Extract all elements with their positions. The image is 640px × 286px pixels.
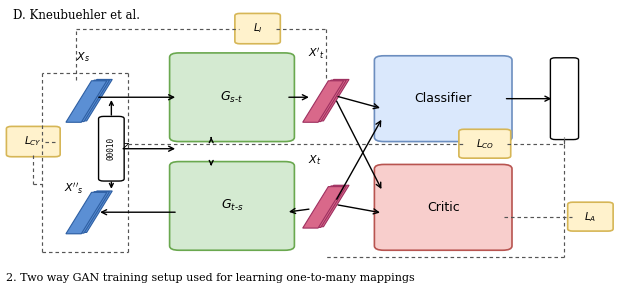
Polygon shape: [66, 81, 107, 122]
Text: $L_I$: $L_I$: [253, 22, 262, 35]
Polygon shape: [305, 80, 346, 122]
Text: D. Kneubuehler et al.: D. Kneubuehler et al.: [13, 9, 140, 21]
Polygon shape: [71, 191, 112, 233]
Text: $G_{t\text{-}s}$: $G_{t\text{-}s}$: [221, 198, 243, 213]
Polygon shape: [68, 80, 109, 122]
FancyBboxPatch shape: [459, 129, 511, 158]
Polygon shape: [308, 185, 349, 227]
Text: 00010: 00010: [107, 137, 116, 160]
FancyBboxPatch shape: [374, 56, 512, 142]
Polygon shape: [66, 192, 107, 234]
Text: $G_{s\text{-}t}$: $G_{s\text{-}t}$: [220, 90, 244, 105]
FancyBboxPatch shape: [235, 13, 280, 44]
FancyBboxPatch shape: [170, 53, 294, 142]
Text: Critic: Critic: [427, 201, 460, 214]
Text: Classifier: Classifier: [415, 92, 472, 105]
Polygon shape: [308, 80, 349, 121]
FancyBboxPatch shape: [568, 202, 613, 231]
FancyBboxPatch shape: [170, 162, 294, 250]
Text: $X'_t$: $X'_t$: [308, 47, 325, 61]
Text: $L_A$: $L_A$: [584, 210, 596, 224]
Text: $z$: $z$: [122, 141, 130, 151]
Polygon shape: [303, 186, 344, 228]
Text: $L_{CO}$: $L_{CO}$: [476, 137, 494, 151]
Text: $L_{CY}$: $L_{CY}$: [24, 135, 42, 148]
Polygon shape: [71, 80, 112, 121]
FancyBboxPatch shape: [550, 58, 579, 140]
Polygon shape: [305, 186, 346, 227]
Text: $X_s$: $X_s$: [76, 51, 90, 64]
Polygon shape: [303, 81, 344, 122]
Text: $X''_s$: $X''_s$: [64, 181, 83, 196]
FancyBboxPatch shape: [6, 126, 60, 157]
Polygon shape: [68, 192, 109, 233]
FancyBboxPatch shape: [374, 164, 512, 250]
FancyBboxPatch shape: [99, 116, 124, 181]
Text: 2. Two way GAN training setup used for learning one-to-many mappings: 2. Two way GAN training setup used for l…: [6, 273, 415, 283]
Text: $X_t$: $X_t$: [308, 154, 322, 167]
